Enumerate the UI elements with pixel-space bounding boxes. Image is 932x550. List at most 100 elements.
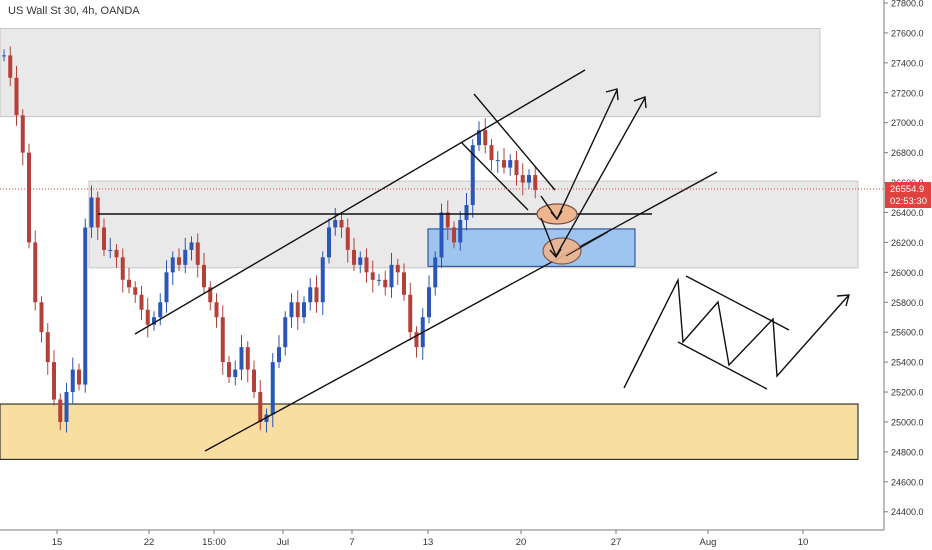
candle-body [289, 302, 294, 318]
candle-body [95, 197, 100, 228]
pattern-lower-line[interactable] [677, 341, 768, 390]
candle-body [195, 242, 200, 265]
candles-layer [2, 46, 538, 433]
time-tick-label: 27 [611, 537, 622, 548]
candle-body [527, 175, 531, 183]
candle-body [345, 227, 350, 250]
candle-body [14, 77, 19, 116]
candle-body [202, 264, 206, 288]
time-tick-label: 20 [516, 537, 527, 548]
time-tick-label: 15:00 [202, 537, 226, 548]
candle-body [102, 227, 106, 250]
price-tick-label: 27000.0 [891, 118, 924, 128]
candle-body [133, 287, 138, 295]
target-circle-upper[interactable] [536, 203, 578, 225]
candle-body [502, 160, 506, 168]
candle-body [320, 257, 325, 303]
time-tick-label: Jul [277, 537, 289, 548]
candle-body [220, 317, 225, 363]
candle-body [158, 302, 163, 318]
candle-body [339, 219, 344, 228]
price-axis[interactable]: 27800.0 27600.0 27400.0 27200.0 27000.0 26800… [883, 0, 932, 530]
candle-body [258, 392, 263, 422]
price-tick-label: 25000.0 [891, 417, 924, 427]
time-axis[interactable]: 15 22 15:00 Jul 7 13 20 27 Aug 10 [0, 529, 932, 550]
candle-body [8, 55, 13, 78]
price-tick-label: 25400.0 [891, 358, 924, 368]
candle-body [152, 317, 156, 325]
price-tick-label: 26200.0 [891, 238, 924, 248]
drawings-layer [98, 69, 849, 452]
candle-body [452, 227, 456, 243]
candle-body [395, 264, 400, 273]
price-tick-label: 27400.0 [891, 58, 924, 68]
candle-body [239, 347, 244, 370]
candle-body [483, 130, 488, 146]
candle-body [433, 257, 438, 288]
candle-body [33, 242, 38, 303]
candle-body [58, 399, 63, 422]
candle-body [314, 287, 319, 303]
candle-body [327, 227, 331, 258]
candle-body [39, 302, 44, 333]
candle-body [252, 369, 256, 393]
candle-body [408, 294, 413, 333]
flag-upper-line[interactable] [473, 93, 556, 191]
price-tick-label: 25600.0 [891, 328, 924, 338]
symbol-title: US Wall St 30, 4h, OANDA [8, 5, 140, 17]
time-tick-label: 10 [798, 537, 809, 548]
candle-body [189, 242, 194, 250]
price-tick-label: 24800.0 [891, 447, 924, 457]
candle-body [445, 212, 450, 228]
candle-body [389, 264, 394, 288]
candle-body [489, 145, 494, 161]
candle-body [64, 392, 69, 422]
candle-body [139, 294, 144, 310]
candle-body [414, 332, 419, 348]
price-tick-label: 24600.0 [891, 477, 924, 487]
candle-body [83, 227, 88, 385]
candle-body [464, 205, 469, 220]
lower-support-zone [0, 403, 859, 460]
upper-resistance-zone [0, 28, 821, 118]
candle-body [377, 279, 381, 281]
candle-body [277, 347, 281, 363]
candle-body [227, 362, 231, 378]
arrowhead-circle-lower [549, 248, 562, 259]
candle-body [358, 257, 363, 265]
candle-body [302, 302, 306, 318]
last-price-label: 26554.9 [890, 184, 924, 195]
candle-body [164, 272, 169, 303]
channel-lower-line[interactable] [204, 171, 718, 452]
candle-body [439, 212, 444, 258]
candle-body [508, 160, 513, 168]
pattern-zigzag[interactable] [623, 277, 849, 389]
channel-upper-line[interactable] [134, 69, 586, 335]
candle-body [108, 249, 113, 251]
candle-body [458, 219, 463, 243]
candle-body [2, 55, 6, 57]
candle-body [283, 317, 288, 348]
candle-body [295, 302, 300, 318]
candle-body [477, 130, 481, 146]
arrowhead-pattern [836, 294, 850, 307]
price-tick-label: 25200.0 [891, 388, 924, 398]
flag-lower-line[interactable] [460, 141, 529, 211]
candle-body [533, 175, 538, 191]
target-circle-lower[interactable] [542, 237, 582, 265]
arrowhead-circle-upper [550, 210, 563, 221]
candle-body [370, 272, 375, 280]
candle-body [270, 362, 275, 415]
candle-body [183, 249, 188, 265]
candle-body [520, 175, 525, 183]
countdown-label: 02:53:30 [890, 196, 927, 207]
candle-body [170, 257, 175, 273]
price-tick-label: 27800.0 [891, 0, 924, 9]
pattern-upper-line[interactable] [685, 275, 790, 331]
candle-body [308, 287, 313, 303]
time-tick-label: 7 [349, 537, 354, 548]
candle-body [233, 369, 238, 378]
candle-body [352, 249, 356, 265]
